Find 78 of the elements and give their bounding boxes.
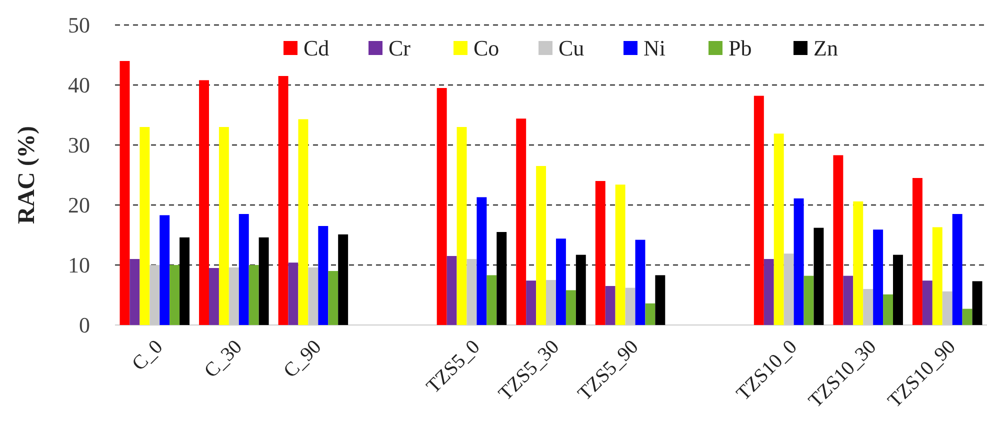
bar [218, 127, 229, 325]
bar [150, 265, 160, 325]
bar [456, 127, 467, 325]
bar [942, 291, 952, 325]
legend-label: Pb [728, 36, 752, 61]
bar [436, 88, 447, 325]
bar [754, 96, 764, 325]
legend-label: Zn [814, 36, 838, 61]
bar [120, 61, 130, 325]
bar [922, 280, 932, 325]
bar [784, 254, 794, 325]
x-tick-label: C_0 [128, 336, 168, 376]
bar [238, 214, 249, 325]
legend-label: Cu [558, 36, 584, 61]
bar [536, 166, 546, 325]
bar [338, 234, 348, 325]
bar [308, 267, 318, 325]
y-tick-label: 50 [68, 12, 90, 38]
bar [853, 201, 864, 325]
bar [774, 134, 784, 325]
bar [446, 256, 457, 325]
bar [893, 254, 903, 325]
y-tick-label: 10 [68, 252, 90, 278]
bar [140, 127, 150, 325]
bar [278, 76, 288, 325]
bar [645, 303, 656, 325]
bar [228, 267, 239, 325]
y-tick-label: 30 [68, 132, 90, 158]
bar [486, 275, 497, 325]
bar [814, 228, 824, 325]
bar [258, 237, 269, 325]
y-tick-label: 0 [79, 312, 90, 338]
legend-label: Co [474, 36, 500, 61]
bar [199, 80, 209, 325]
bar [576, 254, 586, 325]
bar [833, 155, 844, 325]
bar [932, 227, 942, 325]
y-tick-label: 20 [68, 192, 90, 218]
bar [804, 276, 814, 325]
y-tick-label: 40 [68, 72, 90, 98]
bar [170, 265, 180, 325]
bar [466, 259, 477, 325]
bar [288, 262, 298, 325]
bar [873, 230, 884, 325]
bar [794, 198, 804, 325]
bar [496, 232, 507, 325]
bar [883, 294, 894, 325]
bar [912, 178, 922, 325]
bar [318, 226, 328, 325]
bar [328, 271, 338, 325]
legend-label: Cr [388, 36, 412, 61]
bar [566, 290, 576, 325]
bar [863, 289, 874, 325]
bar [972, 281, 982, 325]
legend-label: Cd [304, 36, 330, 61]
bar [516, 118, 526, 325]
bar [655, 275, 666, 325]
bar [843, 276, 854, 325]
bar [208, 268, 219, 325]
bar [556, 238, 566, 325]
legend-label: Ni [644, 36, 666, 61]
bar [595, 181, 606, 325]
bar [625, 288, 636, 325]
bar [615, 184, 626, 325]
bar [180, 237, 190, 325]
bar [952, 214, 962, 325]
bar [764, 259, 774, 325]
bar [476, 197, 487, 325]
bar [962, 308, 972, 325]
bar [605, 286, 616, 325]
bar [635, 240, 646, 325]
bar [298, 119, 308, 325]
bar [160, 215, 170, 325]
bar [546, 280, 556, 325]
y-axis-title: RAC (%) [14, 126, 40, 224]
bar [526, 280, 536, 325]
bar [248, 265, 259, 325]
bar [130, 259, 140, 325]
